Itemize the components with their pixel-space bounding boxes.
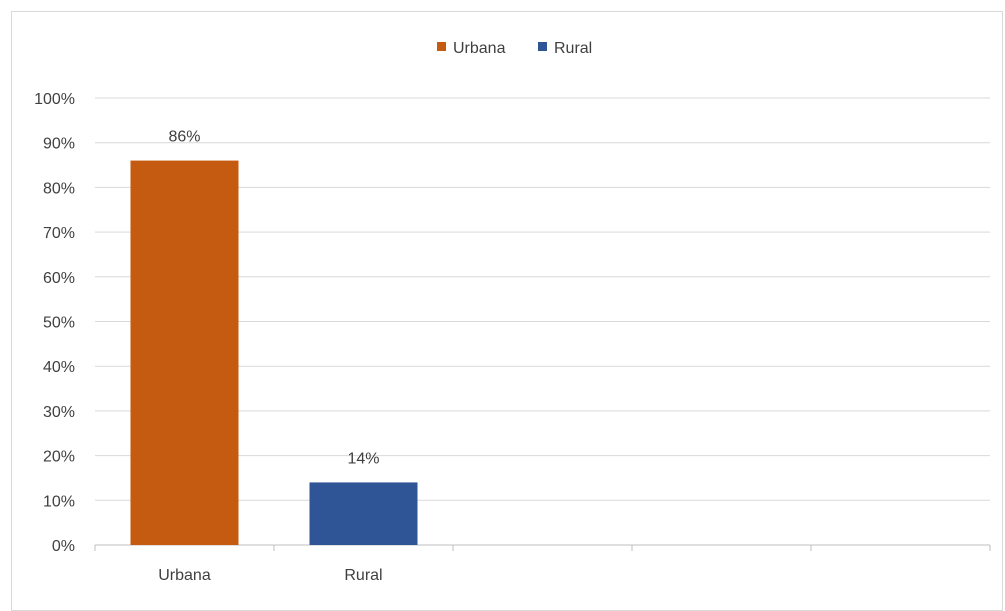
bar-urbana	[130, 160, 239, 545]
gridlines	[95, 97, 990, 501]
y-tick-label: 40%	[43, 359, 75, 376]
axes: 0% 10% 20% 30% 40% 50% 60% 70% 80% 90% 100% Urbana R…	[34, 91, 991, 584]
y-tick-label: 10%	[43, 493, 75, 510]
y-tick-label: 60%	[43, 270, 75, 287]
data-label: 14%	[347, 450, 379, 467]
y-tick-label: 90%	[43, 136, 75, 153]
y-tick-label: 0%	[52, 538, 75, 555]
y-tick-label: 80%	[43, 180, 75, 197]
legend-item: Rural	[538, 40, 592, 57]
bars	[130, 160, 418, 545]
data-label: 86%	[168, 129, 200, 146]
legend-label: Rural	[554, 40, 592, 57]
y-tick-label: 100%	[34, 91, 75, 108]
x-tick-label: Rural	[344, 567, 382, 584]
legend: Urbana Rural	[437, 40, 592, 57]
x-tick-label: Urbana	[158, 567, 211, 584]
legend-swatch	[538, 42, 547, 51]
y-tick-label: 20%	[43, 449, 75, 466]
y-tick-label: 30%	[43, 404, 75, 421]
y-tick-label: 70%	[43, 225, 75, 242]
legend-item: Urbana	[437, 40, 506, 57]
legend-swatch	[437, 42, 446, 51]
legend-label: Urbana	[453, 40, 506, 57]
y-tick-label: 50%	[43, 315, 75, 332]
data-labels: 86% 14%	[168, 129, 379, 468]
bar-chart: 0% 10% 20% 30% 40% 50% 60% 70% 80% 90% 100% Urbana R…	[34, 40, 991, 584]
bar-rural	[309, 482, 418, 545]
